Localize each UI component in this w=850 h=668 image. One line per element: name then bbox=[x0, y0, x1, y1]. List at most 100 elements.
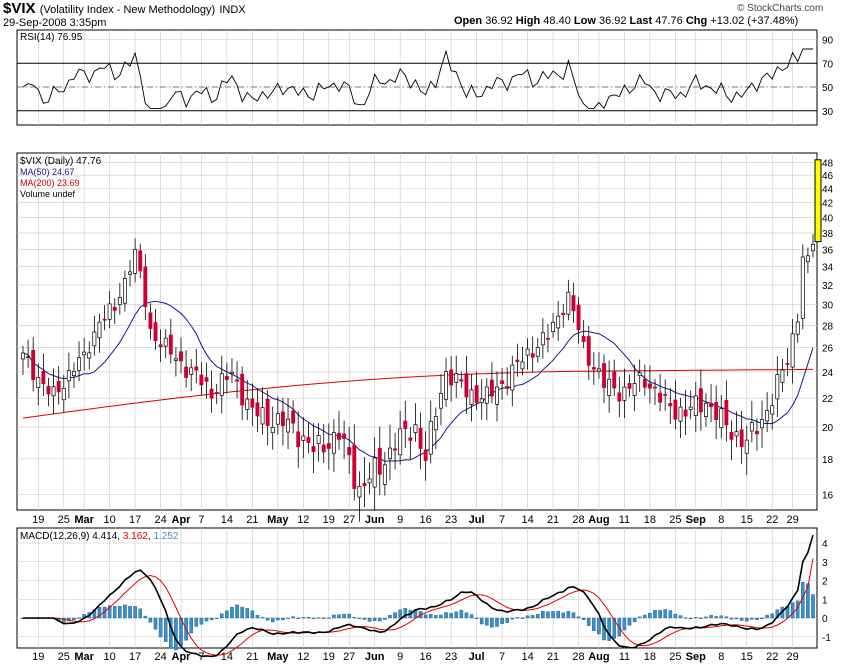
rsi-tick-label: 90 bbox=[822, 36, 834, 47]
candle-body bbox=[495, 386, 499, 405]
macd-hist-bar bbox=[77, 617, 81, 619]
candle-body bbox=[775, 374, 780, 400]
macd-hist-bar bbox=[561, 612, 566, 619]
candle-body bbox=[270, 426, 275, 434]
price-legend-item: MA(200) 23.69 bbox=[20, 178, 80, 188]
x-tick-label: 25 bbox=[669, 514, 681, 526]
macd-hist-bar bbox=[683, 617, 688, 619]
candle-body bbox=[347, 447, 352, 456]
candle-body bbox=[352, 444, 357, 489]
candle-body bbox=[97, 321, 102, 339]
x-tick-label: 14 bbox=[521, 651, 533, 663]
x-tick-label: 11 bbox=[619, 514, 630, 526]
candle-body bbox=[168, 334, 173, 355]
x-tick-label: 16 bbox=[420, 514, 432, 526]
macd-hist-bar bbox=[525, 615, 530, 619]
x-tick-label: Aug bbox=[588, 514, 609, 526]
x-tick-label: 12 bbox=[297, 651, 309, 663]
candle-body bbox=[66, 370, 71, 382]
macd-hist-bar bbox=[423, 614, 428, 619]
x-tick-label: May bbox=[267, 651, 289, 663]
macd-hist-bar bbox=[479, 617, 484, 625]
ma50-line bbox=[22, 300, 814, 462]
candle-body bbox=[418, 428, 423, 449]
x-tick-label: 19 bbox=[32, 514, 44, 526]
macd-hist-bar bbox=[97, 607, 102, 619]
candle-body bbox=[255, 402, 260, 417]
x-tick-label: 21 bbox=[246, 514, 258, 526]
macd-hist-bar bbox=[729, 617, 734, 620]
candle-body bbox=[546, 337, 550, 340]
candle-body bbox=[500, 380, 505, 384]
macd-tick-label: 4 bbox=[822, 539, 828, 550]
macd-hist-bar bbox=[209, 617, 214, 621]
x-tick-label: Jun bbox=[365, 651, 385, 663]
x-tick-label: 24 bbox=[154, 514, 166, 526]
macd-hist-bar bbox=[495, 617, 499, 627]
candle-body bbox=[581, 336, 586, 342]
macd-hist-bar bbox=[255, 615, 260, 619]
x-tick-label: 22 bbox=[766, 651, 778, 663]
x-tick-label: Sep bbox=[686, 651, 706, 663]
x-tick-label: 25 bbox=[58, 514, 70, 526]
candle-body bbox=[31, 349, 36, 381]
macd-hist-bar bbox=[515, 617, 520, 619]
macd-hist-bar bbox=[571, 612, 576, 619]
macd-histogram bbox=[21, 582, 815, 651]
last-value: 47.76 bbox=[655, 15, 683, 27]
macd-hist-bar bbox=[199, 617, 204, 625]
x-tick-label: 9 bbox=[397, 651, 403, 663]
macd-value: 4.414, bbox=[92, 531, 123, 542]
moving-averages bbox=[22, 300, 814, 462]
macd-hist-bar bbox=[61, 617, 66, 623]
macd-hist-bar bbox=[383, 617, 387, 620]
candle-body bbox=[535, 347, 540, 357]
macd-hist-bar bbox=[235, 604, 239, 619]
candle-body bbox=[51, 386, 56, 397]
chg-value: +13.02 (+37.48%) bbox=[710, 15, 799, 27]
candle-body bbox=[515, 359, 520, 363]
x-tick-label: 14 bbox=[521, 514, 533, 526]
candle-body bbox=[398, 428, 403, 456]
macd-hist-bar bbox=[174, 617, 178, 651]
candle-body bbox=[795, 321, 800, 335]
candle-body bbox=[316, 435, 321, 444]
candle-body bbox=[683, 409, 688, 417]
candle-body bbox=[194, 366, 199, 371]
candle-body bbox=[800, 256, 805, 319]
macd-hist-bar bbox=[551, 611, 555, 619]
candle-body bbox=[668, 403, 673, 407]
candle-body bbox=[729, 431, 734, 440]
chart-date: 29-Sep-2008 3:35pm bbox=[3, 17, 107, 29]
candle-body bbox=[87, 352, 92, 359]
candle-body bbox=[551, 321, 556, 333]
candle-body bbox=[663, 394, 668, 396]
candle-body bbox=[688, 406, 693, 410]
macd-hist-bar bbox=[398, 609, 402, 619]
candle-body bbox=[714, 401, 719, 421]
rsi-tick-label: 70 bbox=[822, 59, 834, 70]
x-tick-label: 8 bbox=[718, 651, 724, 663]
candle-body bbox=[642, 378, 647, 388]
macd-hist-bar bbox=[581, 617, 586, 621]
candle-body bbox=[326, 443, 331, 449]
candle-body bbox=[219, 373, 224, 396]
price-tick-label: 28 bbox=[822, 321, 834, 332]
candle-body bbox=[382, 464, 387, 485]
macd-hist-bar bbox=[541, 610, 545, 619]
candle-body bbox=[296, 431, 301, 447]
macd-label-prefix: MACD(12,26,9) bbox=[20, 531, 92, 542]
macd-hist-bar bbox=[377, 617, 382, 622]
macd-hist-bar bbox=[342, 613, 346, 619]
candle-body bbox=[449, 369, 454, 386]
candle-body bbox=[566, 291, 571, 315]
candle-body bbox=[632, 383, 637, 396]
x-tick-label: 10 bbox=[104, 651, 116, 663]
macd-hist-bar bbox=[566, 611, 571, 619]
macd-hist-bar bbox=[658, 610, 662, 619]
macd-hist-bar bbox=[112, 606, 117, 619]
candle-body bbox=[627, 383, 632, 389]
macd-hist-bar bbox=[250, 610, 255, 619]
